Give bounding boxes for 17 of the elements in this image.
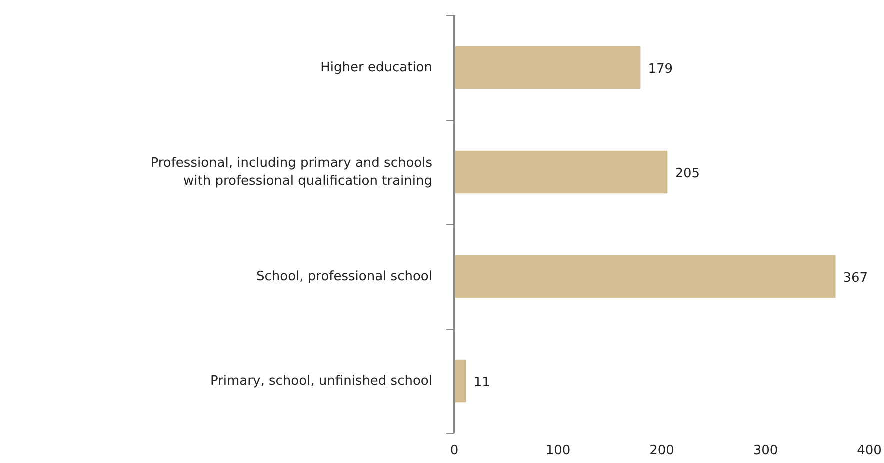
data-label: 179 [648, 62, 674, 77]
y-tick-label: School, professional school [256, 269, 433, 284]
x-tick-label: 200 [650, 444, 674, 458]
bar [454, 360, 466, 403]
bar [454, 46, 641, 90]
y-tick-label: Higher education [320, 60, 432, 76]
data-label: 205 [675, 166, 700, 182]
x-tick-label: 300 [753, 444, 778, 458]
y-tick-label: Primary, school, unfinished school [210, 374, 433, 389]
y-tick-label: Professional, including primary and schools with professional qualification training [150, 156, 433, 189]
data-label: 11 [474, 375, 490, 390]
bar [454, 255, 836, 298]
x-tick-label: 400 [857, 444, 882, 458]
x-tick-label: 0 [450, 444, 459, 458]
bar [454, 150, 668, 194]
data-label: 367 [843, 270, 868, 286]
x-tick-label: 100 [546, 444, 571, 458]
